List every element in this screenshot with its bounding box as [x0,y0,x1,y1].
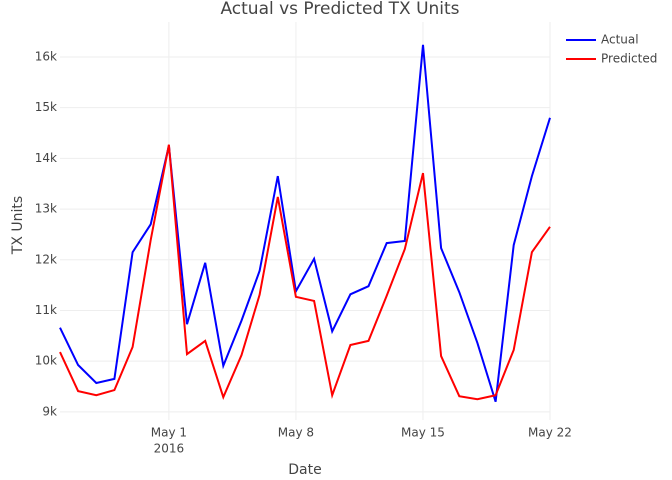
series-line [59,44,551,402]
x-tick-year: 2016 [154,442,185,456]
legend-label: Actual [601,33,639,47]
legend-label: Predicted [601,52,657,66]
y-tick-label: 10k [35,354,57,368]
y-tick-label: 12k [35,252,57,266]
chart-title: Actual vs Predicted TX Units [220,0,459,19]
y-tick-label: 16k [35,49,57,63]
x-tick-label: May 8 [278,426,314,440]
x-axis-title: Date [288,462,321,478]
y-tick-label: 14k [35,151,57,165]
y-tick-label: 15k [35,100,57,114]
x-tick-label: May 1 [151,426,187,440]
x-tick-label: May 15 [401,426,445,440]
series-line [59,144,551,401]
y-tick-label: 11k [35,303,57,317]
x-tick-label: May 22 [528,426,572,440]
y-tick-label: 9k [42,404,57,418]
y-tick-label: 13k [35,202,57,216]
y-axis-title: TX Units [10,196,26,255]
